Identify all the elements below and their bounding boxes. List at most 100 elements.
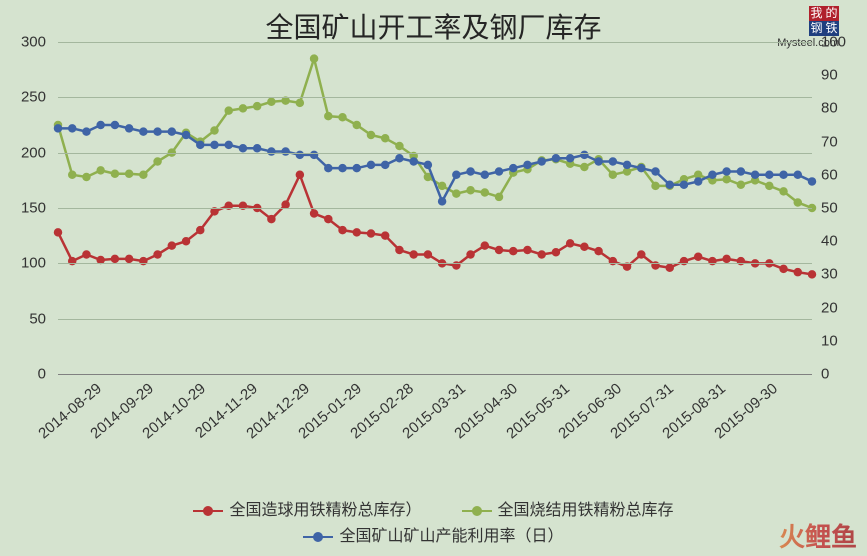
- plot-area: [58, 42, 812, 375]
- y-tick-right: 10: [821, 332, 838, 349]
- legend-label: 全国造球用铁精粉总库存）: [229, 502, 421, 519]
- y-tick-right: 0: [821, 366, 829, 383]
- gridline: [58, 153, 812, 154]
- data-marker: [368, 230, 374, 236]
- data-marker: [795, 199, 801, 205]
- y-tick-left: 200: [21, 144, 46, 161]
- data-marker: [55, 125, 61, 131]
- data-marker: [268, 99, 274, 105]
- y-tick-right: 100: [821, 34, 846, 51]
- data-marker: [653, 183, 659, 189]
- y-tick-left: 300: [21, 34, 46, 51]
- series-right: [55, 122, 815, 204]
- data-marker: [382, 162, 388, 168]
- data-marker: [738, 168, 744, 174]
- data-marker: [496, 247, 502, 253]
- data-marker: [781, 266, 787, 272]
- watermark: 火鲤鱼: [779, 517, 857, 554]
- y-tick-right: 70: [821, 133, 838, 150]
- data-marker: [695, 178, 701, 184]
- y-tick-right: 50: [821, 200, 838, 217]
- gridline: [58, 319, 812, 320]
- data-marker: [411, 251, 417, 257]
- data-marker: [681, 182, 687, 188]
- data-marker: [496, 194, 502, 200]
- data-marker: [83, 174, 89, 180]
- data-marker: [283, 149, 289, 155]
- data-marker: [283, 202, 289, 208]
- data-marker: [297, 100, 303, 106]
- data-marker: [226, 142, 232, 148]
- data-marker: [140, 172, 146, 178]
- data-marker: [667, 182, 673, 188]
- data-marker: [638, 165, 644, 171]
- y-tick-left: 100: [21, 255, 46, 272]
- data-marker: [738, 182, 744, 188]
- data-marker: [211, 128, 217, 134]
- y-tick-left: 150: [21, 200, 46, 217]
- y-tick-right: 80: [821, 100, 838, 117]
- data-marker: [183, 132, 189, 138]
- data-marker: [155, 159, 161, 165]
- data-marker: [140, 129, 146, 135]
- y-tick-right: 20: [821, 299, 838, 316]
- data-marker: [98, 167, 104, 173]
- data-marker: [311, 211, 317, 217]
- data-marker: [340, 114, 346, 120]
- data-marker: [169, 243, 175, 249]
- data-marker: [581, 164, 587, 170]
- data-marker: [197, 142, 203, 148]
- y-tick-left: 0: [38, 366, 46, 383]
- data-marker: [98, 122, 104, 128]
- gridline: [58, 42, 812, 43]
- data-marker: [396, 247, 402, 253]
- data-marker: [268, 149, 274, 155]
- data-marker: [453, 191, 459, 197]
- data-marker: [112, 256, 118, 262]
- data-marker: [496, 168, 502, 174]
- y-tick-right: 30: [821, 266, 838, 283]
- data-marker: [524, 247, 530, 253]
- data-marker: [354, 165, 360, 171]
- data-marker: [325, 165, 331, 171]
- data-marker: [425, 251, 431, 257]
- data-marker: [368, 162, 374, 168]
- data-marker: [482, 190, 488, 196]
- data-marker: [510, 165, 516, 171]
- data-marker: [752, 172, 758, 178]
- data-marker: [453, 172, 459, 178]
- legend: 全国造球用铁精粉总库存）全国烧结用铁精粉总库存全国矿山矿山产能利用率（日）: [0, 494, 867, 546]
- data-marker: [83, 129, 89, 135]
- data-marker: [795, 172, 801, 178]
- data-marker: [396, 155, 402, 161]
- data-marker: [482, 172, 488, 178]
- data-marker: [724, 176, 730, 182]
- data-marker: [311, 56, 317, 62]
- data-marker: [240, 145, 246, 151]
- data-marker: [197, 227, 203, 233]
- data-marker: [126, 171, 132, 177]
- data-marker: [325, 113, 331, 119]
- data-marker: [795, 269, 801, 275]
- series-left: [55, 172, 815, 278]
- data-marker: [624, 264, 630, 270]
- legend-item: 全国矿山矿山产能利用率（日）: [303, 522, 563, 546]
- data-marker: [695, 254, 701, 260]
- data-marker: [155, 251, 161, 257]
- data-marker: [667, 265, 673, 271]
- y-axis-left: 050100150200250300: [0, 42, 52, 374]
- data-marker: [411, 159, 417, 165]
- chart-title: 全国矿山开工率及钢厂库存: [265, 6, 601, 46]
- data-marker: [766, 172, 772, 178]
- data-marker: [539, 251, 545, 257]
- data-marker: [596, 159, 602, 165]
- data-marker: [354, 229, 360, 235]
- data-marker: [610, 159, 616, 165]
- data-marker: [382, 135, 388, 141]
- data-marker: [482, 243, 488, 249]
- data-marker: [425, 174, 431, 180]
- legend-label: 全国矿山矿山产能利用率（日）: [339, 528, 563, 545]
- data-marker: [155, 129, 161, 135]
- data-marker: [112, 122, 118, 128]
- data-marker: [439, 198, 445, 204]
